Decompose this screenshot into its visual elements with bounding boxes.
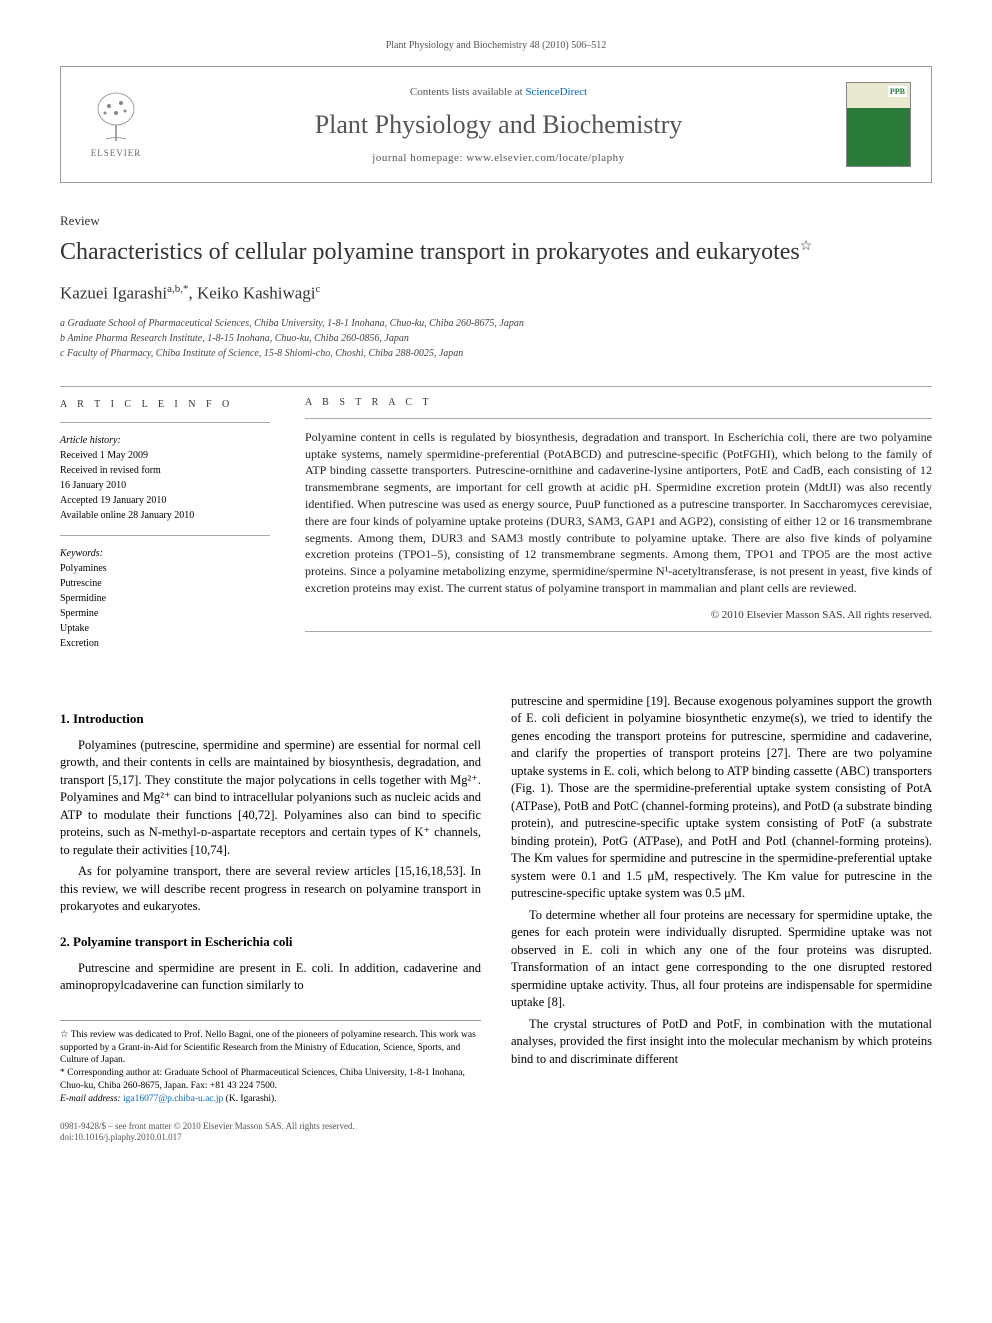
body-paragraph: Putrescine and spermidine are present in… (60, 960, 481, 995)
article-info: A R T I C L E I N F O Article history: R… (60, 397, 270, 663)
divider (305, 418, 932, 419)
divider (60, 386, 932, 387)
keyword: Spermidine (60, 591, 270, 606)
abstract: A B S T R A C T Polyamine content in cel… (305, 397, 932, 663)
elsevier-logo: ELSEVIER (81, 85, 151, 165)
history-line: Received in revised form (60, 463, 270, 478)
footnotes: ☆ This review was dedicated to Prof. Nel… (60, 1020, 481, 1106)
abstract-heading: A B S T R A C T (305, 397, 932, 408)
masthead: ELSEVIER Contents lists available at Sci… (60, 66, 932, 183)
history-label: Article history: (60, 433, 270, 448)
affiliation-a: a Graduate School of Pharmaceutical Scie… (60, 316, 932, 331)
sciencedirect-link[interactable]: ScienceDirect (525, 86, 587, 98)
info-heading: A R T I C L E I N F O (60, 397, 270, 412)
affiliation-c: c Faculty of Pharmacy, Chiba Institute o… (60, 346, 932, 361)
history-line: Received 1 May 2009 (60, 448, 270, 463)
elsevier-tree-icon (91, 91, 141, 146)
running-head: Plant Physiology and Biochemistry 48 (20… (60, 40, 932, 51)
keyword: Putrescine (60, 576, 270, 591)
keyword: Excretion (60, 636, 270, 651)
homepage-prefix: journal homepage: (372, 152, 466, 164)
footnote-star: ☆ This review was dedicated to Prof. Nel… (60, 1029, 481, 1067)
history-line: Available online 28 January 2010 (60, 508, 270, 523)
article-title: Characteristics of cellular polyamine tr… (60, 237, 932, 268)
article-type: Review (60, 213, 932, 229)
copyright: © 2010 Elsevier Masson SAS. All rights r… (305, 609, 932, 621)
cover-ppb-label: PPB (888, 86, 907, 97)
right-column: putrescine and spermidine [19]. Because … (511, 693, 932, 1106)
authors: Kazuei Igarashia,b,*, Keiko Kashiwagic (60, 283, 932, 304)
contents-line: Contents lists available at ScienceDirec… (171, 86, 826, 98)
divider (60, 422, 270, 423)
email-link[interactable]: iga16077@p.chiba-u.ac.jp (123, 1094, 223, 1104)
masthead-center: Contents lists available at ScienceDirec… (171, 86, 826, 164)
history-line: 16 January 2010 (60, 478, 270, 493)
footnote-email: E-mail address: iga16077@p.chiba-u.ac.jp… (60, 1093, 481, 1106)
footer-line-2: doi:10.1016/j.plaphy.2010.01.017 (60, 1132, 932, 1144)
article-history: Article history: Received 1 May 2009 Rec… (60, 433, 270, 523)
footer: 0981-9428/$ – see front matter © 2010 El… (60, 1121, 932, 1144)
journal-name: Plant Physiology and Biochemistry (171, 110, 826, 140)
elsevier-label: ELSEVIER (91, 148, 142, 158)
footnote-corresponding: * Corresponding author at: Graduate Scho… (60, 1067, 481, 1093)
body-paragraph: To determine whether all four proteins a… (511, 907, 932, 1012)
contents-prefix: Contents lists available at (410, 86, 525, 98)
email-suffix: (K. Igarashi). (223, 1094, 276, 1104)
keyword: Uptake (60, 621, 270, 636)
info-abstract-row: A R T I C L E I N F O Article history: R… (60, 397, 932, 663)
title-text: Characteristics of cellular polyamine tr… (60, 239, 800, 265)
journal-cover-thumb: PPB (846, 82, 911, 167)
author-2-marks: c (316, 283, 321, 295)
keyword: Spermine (60, 606, 270, 621)
author-2: Keiko Kashiwagi (197, 284, 316, 303)
affiliation-b: b Amine Pharma Research Institute, 1-8-1… (60, 331, 932, 346)
history-line: Accepted 19 January 2010 (60, 493, 270, 508)
homepage-url[interactable]: www.elsevier.com/locate/plaphy (466, 152, 624, 164)
section-2-heading: 2. Polyamine transport in Escherichia co… (60, 934, 481, 950)
keywords-label: Keywords: (60, 546, 270, 561)
keyword: Polyamines (60, 561, 270, 576)
body-paragraph: putrescine and spermidine [19]. Because … (511, 693, 932, 903)
email-label: E-mail address: (60, 1094, 123, 1104)
abstract-text: Polyamine content in cells is regulated … (305, 429, 932, 597)
section-1-heading: 1. Introduction (60, 711, 481, 727)
footer-line-1: 0981-9428/$ – see front matter © 2010 El… (60, 1121, 932, 1133)
homepage-line: journal homepage: www.elsevier.com/locat… (171, 152, 826, 164)
affiliations: a Graduate School of Pharmaceutical Scie… (60, 316, 932, 361)
body-paragraph: As for polyamine transport, there are se… (60, 863, 481, 916)
body-paragraph: The crystal structures of PotD and PotF,… (511, 1016, 932, 1069)
author-1-marks: a,b,* (167, 283, 188, 295)
title-star: ☆ (800, 239, 813, 254)
page: Plant Physiology and Biochemistry 48 (20… (0, 0, 992, 1184)
keywords: Keywords: Polyamines Putrescine Spermidi… (60, 546, 270, 651)
left-column: 1. Introduction Polyamines (putrescine, … (60, 693, 481, 1106)
body-columns: 1. Introduction Polyamines (putrescine, … (60, 693, 932, 1106)
body-paragraph: Polyamines (putrescine, spermidine and s… (60, 737, 481, 860)
divider (60, 535, 270, 536)
author-1: Kazuei Igarashi (60, 284, 167, 303)
divider (305, 631, 932, 632)
